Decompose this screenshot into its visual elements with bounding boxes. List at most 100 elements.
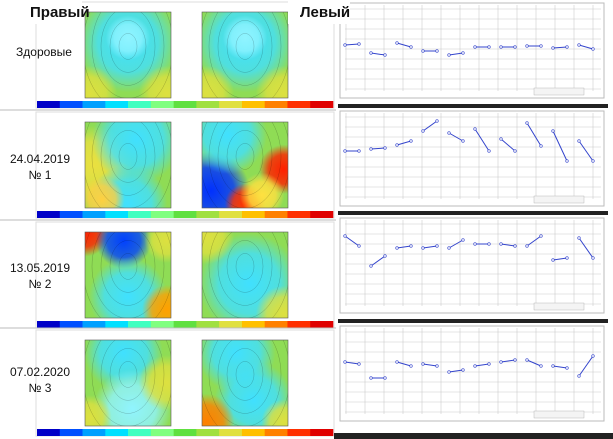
segment [526,235,542,247]
point [421,246,425,250]
point [473,364,477,368]
segment [448,132,464,142]
point [499,360,503,364]
contour [100,232,156,306]
colorbar [173,429,197,436]
heatmap-blob [255,285,288,318]
heatmap-frame [84,121,172,209]
colorbar [128,429,152,436]
colorbar [59,101,83,108]
heatmap-blob [239,172,285,208]
point [499,45,503,49]
colorbar [105,101,129,108]
contour [109,20,147,73]
point [435,364,439,368]
segment [448,369,464,373]
heatmap [202,12,288,98]
point [591,47,595,51]
segment [422,245,438,249]
colorbar [196,101,220,108]
label-bg [288,0,350,24]
point [383,254,387,258]
heatmap-blob [202,65,235,98]
legend-box [533,302,585,311]
chart-panel [339,110,605,207]
point [343,149,347,153]
contour [91,122,165,208]
segment [422,363,438,367]
point [577,43,581,47]
point [551,46,555,50]
point [577,236,581,240]
point [409,364,413,368]
contour [217,12,273,86]
segment [552,365,568,369]
colorbar [37,211,61,218]
colorbar [310,211,334,218]
contour [109,240,147,293]
segment [396,140,412,146]
point [487,362,491,366]
point [461,51,465,55]
colorbar [173,101,197,108]
colorbar [241,211,265,218]
colorbar [150,211,174,218]
colorbar [59,429,83,436]
colorbar [150,429,174,436]
heatmap-blob [202,122,267,175]
point [395,360,399,364]
colorbar [105,429,129,436]
segment [500,243,516,247]
heatmap-frame [84,11,172,99]
point [461,368,465,372]
point [591,354,595,358]
colorbar [128,321,152,328]
contour [217,232,273,306]
contour [118,361,138,388]
point [369,376,373,380]
legend-box [533,87,585,96]
point [499,137,503,141]
contour [109,348,147,401]
heatmap-blob [202,232,235,265]
header-left: Левый [300,4,350,21]
heatmap [202,122,288,208]
colorbar [196,429,220,436]
point [513,149,517,153]
point [539,144,543,148]
colorbar [128,211,152,218]
contour [235,33,255,60]
contour [208,340,282,426]
point [513,358,517,362]
segment [578,44,594,50]
point [421,129,425,133]
segment [500,359,516,363]
segment [396,42,412,48]
colorbar [287,321,311,328]
point [539,364,543,368]
heatmap-blob [144,232,171,263]
contour [235,253,255,280]
contour [109,130,147,183]
heatmap-frame [201,121,289,209]
contour [100,122,156,196]
heatmap [202,232,288,318]
point [565,45,569,49]
heatmap-blob [85,177,125,208]
point [499,242,503,246]
segment [370,255,386,267]
row-number: № 3 [29,381,52,395]
contour [100,340,156,414]
taskbar [338,104,608,108]
colorbar [264,429,288,436]
point [395,246,399,250]
heatmap-frame [84,339,172,427]
contour [217,122,273,196]
colorbar [196,211,220,218]
colorbar [310,101,334,108]
contour [235,143,255,170]
segment [344,43,360,46]
contour [91,12,165,98]
contour [91,340,165,426]
